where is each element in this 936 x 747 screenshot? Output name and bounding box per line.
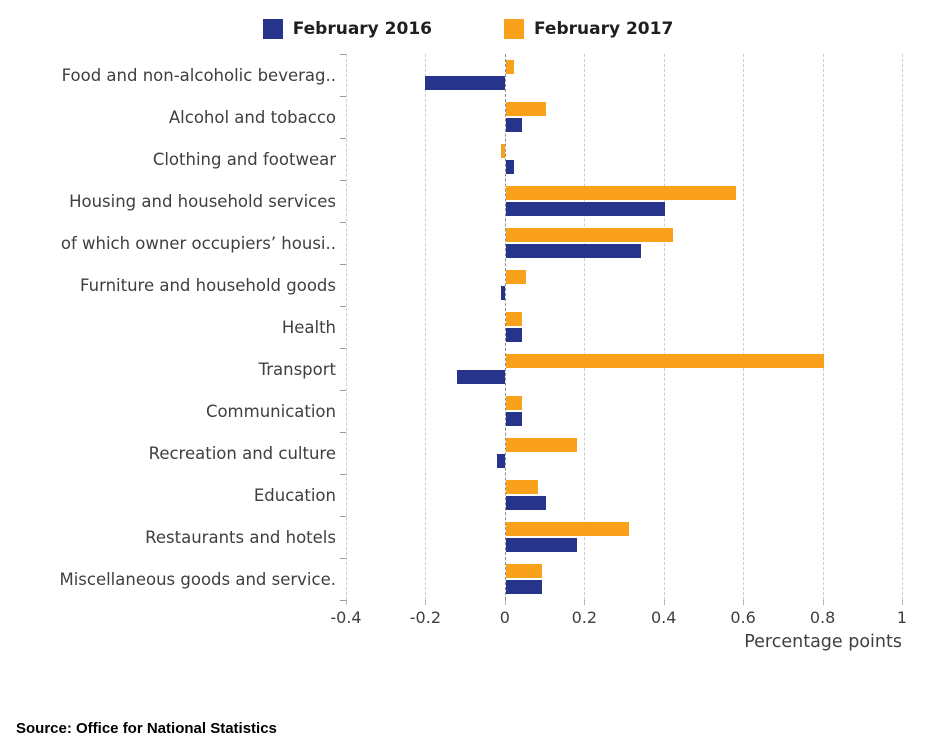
category-tick bbox=[340, 432, 346, 433]
axis-tick bbox=[346, 600, 347, 605]
plot-area bbox=[340, 54, 903, 605]
bar-feb-2016 bbox=[505, 202, 665, 216]
axis-tick bbox=[584, 600, 586, 605]
category-label: Alcohol and tobacco bbox=[168, 107, 336, 127]
bar-feb-2017 bbox=[505, 228, 673, 242]
bar-feb-2016 bbox=[505, 580, 542, 594]
x-axis-ticks: -0.4 -0.2 0 0.2 0.4 0.6 0.8 1 bbox=[330, 600, 907, 630]
gridline bbox=[584, 54, 586, 600]
legend-swatch-icon bbox=[262, 19, 283, 39]
legend-item-feb-2016: February 2016 bbox=[262, 19, 432, 39]
bar-feb-2017 bbox=[505, 60, 514, 74]
category-label: of which owner occupiers’ housi.. bbox=[60, 233, 336, 253]
bar-feb-2016 bbox=[505, 244, 641, 258]
axis-tick bbox=[743, 600, 745, 605]
bar-feb-2016 bbox=[505, 412, 522, 426]
category-tick bbox=[340, 474, 346, 475]
bar-feb-2016 bbox=[425, 76, 505, 90]
bar-feb-2016 bbox=[505, 160, 514, 174]
category-label: Education bbox=[253, 485, 336, 505]
category-tick bbox=[340, 516, 346, 517]
x-tick-label: -0.4 bbox=[330, 608, 362, 627]
bar-feb-2016 bbox=[505, 118, 522, 132]
category-tick bbox=[340, 558, 346, 559]
axis-tick bbox=[663, 600, 665, 605]
category-label: Furniture and household goods bbox=[80, 275, 336, 295]
bar-feb-2017 bbox=[505, 522, 629, 536]
gridline bbox=[663, 54, 665, 600]
axis-tick bbox=[504, 600, 506, 605]
bar-feb-2017 bbox=[505, 354, 824, 368]
axis-tick bbox=[902, 600, 903, 605]
x-tick-label: 0.6 bbox=[730, 608, 756, 627]
bar-feb-2017 bbox=[505, 270, 526, 284]
bar-feb-2016 bbox=[496, 454, 505, 468]
axis-tick bbox=[822, 600, 824, 605]
x-tick-label: 0 bbox=[499, 608, 510, 627]
category-tick bbox=[340, 54, 346, 55]
chart-legend: February 2016 February 2017 bbox=[0, 0, 936, 46]
bar-feb-2017 bbox=[505, 102, 546, 116]
bar-feb-2017 bbox=[505, 438, 578, 452]
source-note: Source: Office for National Statistics bbox=[16, 720, 277, 737]
bar-feb-2017 bbox=[505, 396, 522, 410]
category-tick bbox=[340, 600, 346, 601]
category-label: Miscellaneous goods and service. bbox=[59, 569, 336, 589]
x-tick-label: 0.4 bbox=[650, 608, 677, 627]
axis-tick bbox=[425, 600, 427, 605]
bar-feb-2017 bbox=[505, 564, 542, 578]
bar-feb-2017 bbox=[505, 186, 737, 200]
category-label: Communication bbox=[205, 401, 336, 421]
legend-item-feb-2017: February 2017 bbox=[504, 19, 673, 39]
legend-label: February 2016 bbox=[292, 19, 432, 39]
category-label: Housing and household services bbox=[69, 191, 336, 211]
bar-feb-2016 bbox=[505, 328, 522, 342]
category-tick bbox=[340, 180, 346, 181]
x-axis-title: Percentage points bbox=[744, 632, 902, 652]
category-label: Recreation and culture bbox=[148, 443, 336, 463]
category-tick bbox=[340, 138, 346, 139]
category-axis: Food and non-alcoholic beverag.. Alcohol … bbox=[6, 54, 346, 600]
category-label: Restaurants and hotels bbox=[145, 527, 336, 547]
category-label: Transport bbox=[258, 359, 336, 379]
legend-label: February 2017 bbox=[534, 19, 674, 39]
category-tick bbox=[340, 306, 346, 307]
category-tick bbox=[340, 390, 346, 391]
category-label: Health bbox=[281, 317, 336, 337]
bar-feb-2016 bbox=[457, 370, 505, 384]
category-tick bbox=[340, 348, 346, 349]
x-tick-label: 1 bbox=[896, 608, 908, 627]
bar-feb-2016 bbox=[505, 496, 546, 510]
category-tick bbox=[340, 222, 346, 223]
bar-feb-2016 bbox=[505, 538, 578, 552]
gridline bbox=[743, 54, 745, 600]
category-label: Clothing and footwear bbox=[152, 149, 336, 169]
category-tick bbox=[340, 264, 346, 265]
zero-line bbox=[504, 54, 506, 600]
x-tick-label: 0.8 bbox=[809, 608, 836, 627]
bar-feb-2017 bbox=[500, 144, 505, 158]
gridline bbox=[822, 54, 824, 600]
category-tick bbox=[340, 96, 346, 97]
x-tick-label: 0.2 bbox=[571, 608, 598, 627]
category-label: Food and non-alcoholic beverag.. bbox=[61, 65, 336, 85]
x-tick-label: -0.2 bbox=[409, 608, 441, 627]
bar-feb-2017 bbox=[505, 312, 522, 326]
bar-feb-2017 bbox=[505, 480, 538, 494]
bar-feb-2016 bbox=[500, 286, 505, 300]
gridline bbox=[346, 54, 347, 600]
gridline bbox=[425, 54, 427, 600]
bar-chart: Food and non-alcoholic beverag.. Alcohol … bbox=[6, 54, 936, 605]
legend-swatch-icon bbox=[504, 19, 524, 39]
gridline bbox=[902, 54, 903, 600]
